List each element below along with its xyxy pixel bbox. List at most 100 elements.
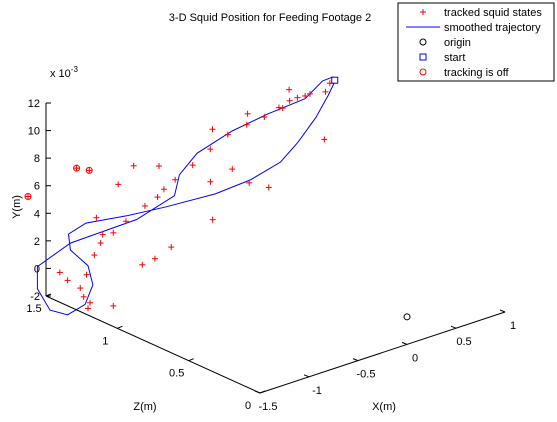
x-tick-label: -1 bbox=[312, 385, 322, 397]
tracked-point bbox=[97, 240, 104, 247]
tracked-point bbox=[110, 302, 117, 309]
tracked-point bbox=[321, 136, 328, 143]
tracked-point bbox=[77, 285, 84, 292]
z-tick-mark bbox=[188, 358, 194, 362]
tracked-point bbox=[130, 162, 137, 169]
y-tick-label: 2 bbox=[34, 236, 40, 248]
tracked-point bbox=[286, 97, 293, 104]
tracked-point bbox=[172, 176, 179, 183]
tracked-point bbox=[168, 244, 175, 251]
tracked-point bbox=[87, 299, 94, 306]
tracking-off-point bbox=[24, 192, 32, 200]
legend-label: tracked squid states bbox=[444, 7, 542, 19]
tracked-point bbox=[93, 214, 100, 221]
tracked-point bbox=[156, 163, 163, 170]
tracked-points bbox=[56, 80, 333, 312]
tracked-point bbox=[286, 86, 293, 93]
z-tick-mark bbox=[117, 325, 123, 329]
tracked-point bbox=[294, 94, 301, 101]
chart-title: 3-D Squid Position for Feeding Footage 2 bbox=[169, 12, 371, 24]
legend-box bbox=[397, 2, 555, 82]
tracked-point bbox=[306, 90, 313, 97]
legend-item: origin bbox=[419, 37, 471, 49]
tracked-point bbox=[189, 162, 196, 169]
tracked-point bbox=[229, 166, 236, 173]
tracked-point bbox=[99, 231, 106, 238]
tracked-point bbox=[91, 252, 98, 259]
axes-box bbox=[45, 103, 506, 394]
y-tick-label: 6 bbox=[34, 181, 40, 193]
legend-item: tracking is off bbox=[419, 67, 510, 79]
tracking-off-point bbox=[85, 166, 93, 174]
tracked-point bbox=[64, 277, 71, 284]
x-axis-label: X(m) bbox=[372, 401, 396, 413]
x-ticks: -1.5 -1 -0.5 0 0.5 1 bbox=[254, 309, 516, 413]
tracked-point bbox=[84, 305, 91, 312]
origin-marker bbox=[403, 313, 411, 321]
tracked-point bbox=[80, 293, 87, 300]
tracked-point bbox=[110, 229, 117, 236]
tracked-point bbox=[141, 202, 148, 209]
z-tick-label: 1.5 bbox=[26, 303, 41, 315]
legend-label: tracking is off bbox=[444, 67, 510, 79]
x-axis-line bbox=[259, 311, 506, 394]
x-tick-label: 1 bbox=[510, 320, 516, 332]
legend-circle bbox=[419, 68, 427, 76]
legend-label: start bbox=[444, 52, 465, 64]
legend-square bbox=[419, 53, 427, 61]
legend: tracked squid states smoothed trajectory o… bbox=[397, 2, 555, 82]
tracked-point bbox=[243, 121, 250, 128]
z-tick-label: 0 bbox=[245, 400, 251, 412]
legend-item: start bbox=[419, 52, 465, 64]
tracked-point bbox=[322, 88, 329, 95]
z-tick-mark bbox=[45, 293, 52, 297]
x-tick-label: -0.5 bbox=[357, 369, 376, 381]
tracked-point bbox=[209, 126, 216, 133]
tracking-off-point bbox=[73, 164, 81, 172]
legend-item: tracked squid states bbox=[420, 7, 542, 19]
x-tick-mark bbox=[450, 325, 457, 329]
tracked-point bbox=[83, 271, 90, 278]
tracked-point bbox=[160, 186, 167, 193]
z-tick-mark bbox=[259, 390, 266, 394]
x-tick-mark bbox=[401, 341, 408, 345]
tracked-point bbox=[302, 92, 309, 99]
tracked-point bbox=[151, 255, 158, 262]
start-marker bbox=[331, 76, 339, 84]
x-tick-label: -1.5 bbox=[259, 401, 278, 413]
legend-label: origin bbox=[444, 37, 471, 49]
tracked-point bbox=[224, 131, 231, 138]
tracked-point bbox=[139, 261, 146, 268]
smoothed-trajectory-line bbox=[36, 76, 335, 316]
x-tick-mark bbox=[254, 390, 261, 394]
tracked-point bbox=[154, 194, 161, 201]
y-tick-label: 12 bbox=[28, 98, 40, 110]
tracked-point bbox=[261, 114, 268, 121]
y-tick-label: -2 bbox=[30, 291, 40, 303]
tracked-point bbox=[122, 218, 129, 225]
legend-label: smoothed trajectory bbox=[444, 22, 541, 34]
tracked-point bbox=[115, 181, 122, 188]
tracked-point bbox=[207, 146, 214, 153]
tracked-point bbox=[207, 178, 214, 185]
tracked-point bbox=[265, 184, 272, 191]
z-tick-label: 1 bbox=[102, 335, 108, 347]
legend-item: smoothed trajectory bbox=[406, 22, 541, 34]
y-tick-label: 10 bbox=[28, 126, 40, 138]
tracked-point bbox=[244, 110, 251, 117]
tracking-off-points bbox=[24, 164, 93, 200]
x-tick-mark bbox=[303, 374, 310, 378]
z-tick-label: 0.5 bbox=[169, 368, 184, 380]
tracked-point bbox=[279, 105, 286, 112]
y-axis-label: Y(m) bbox=[11, 195, 23, 219]
x-tick-mark bbox=[499, 309, 506, 313]
y-tick-label: 8 bbox=[34, 153, 40, 165]
tracked-point bbox=[209, 216, 216, 223]
z-axis-label: Z(m) bbox=[133, 401, 156, 413]
x-tick-label: 0.5 bbox=[456, 336, 471, 348]
tracked-point bbox=[246, 179, 253, 186]
legend-circle bbox=[419, 38, 427, 46]
z-ticks: 0 0.5 1 1.5 bbox=[26, 293, 266, 412]
